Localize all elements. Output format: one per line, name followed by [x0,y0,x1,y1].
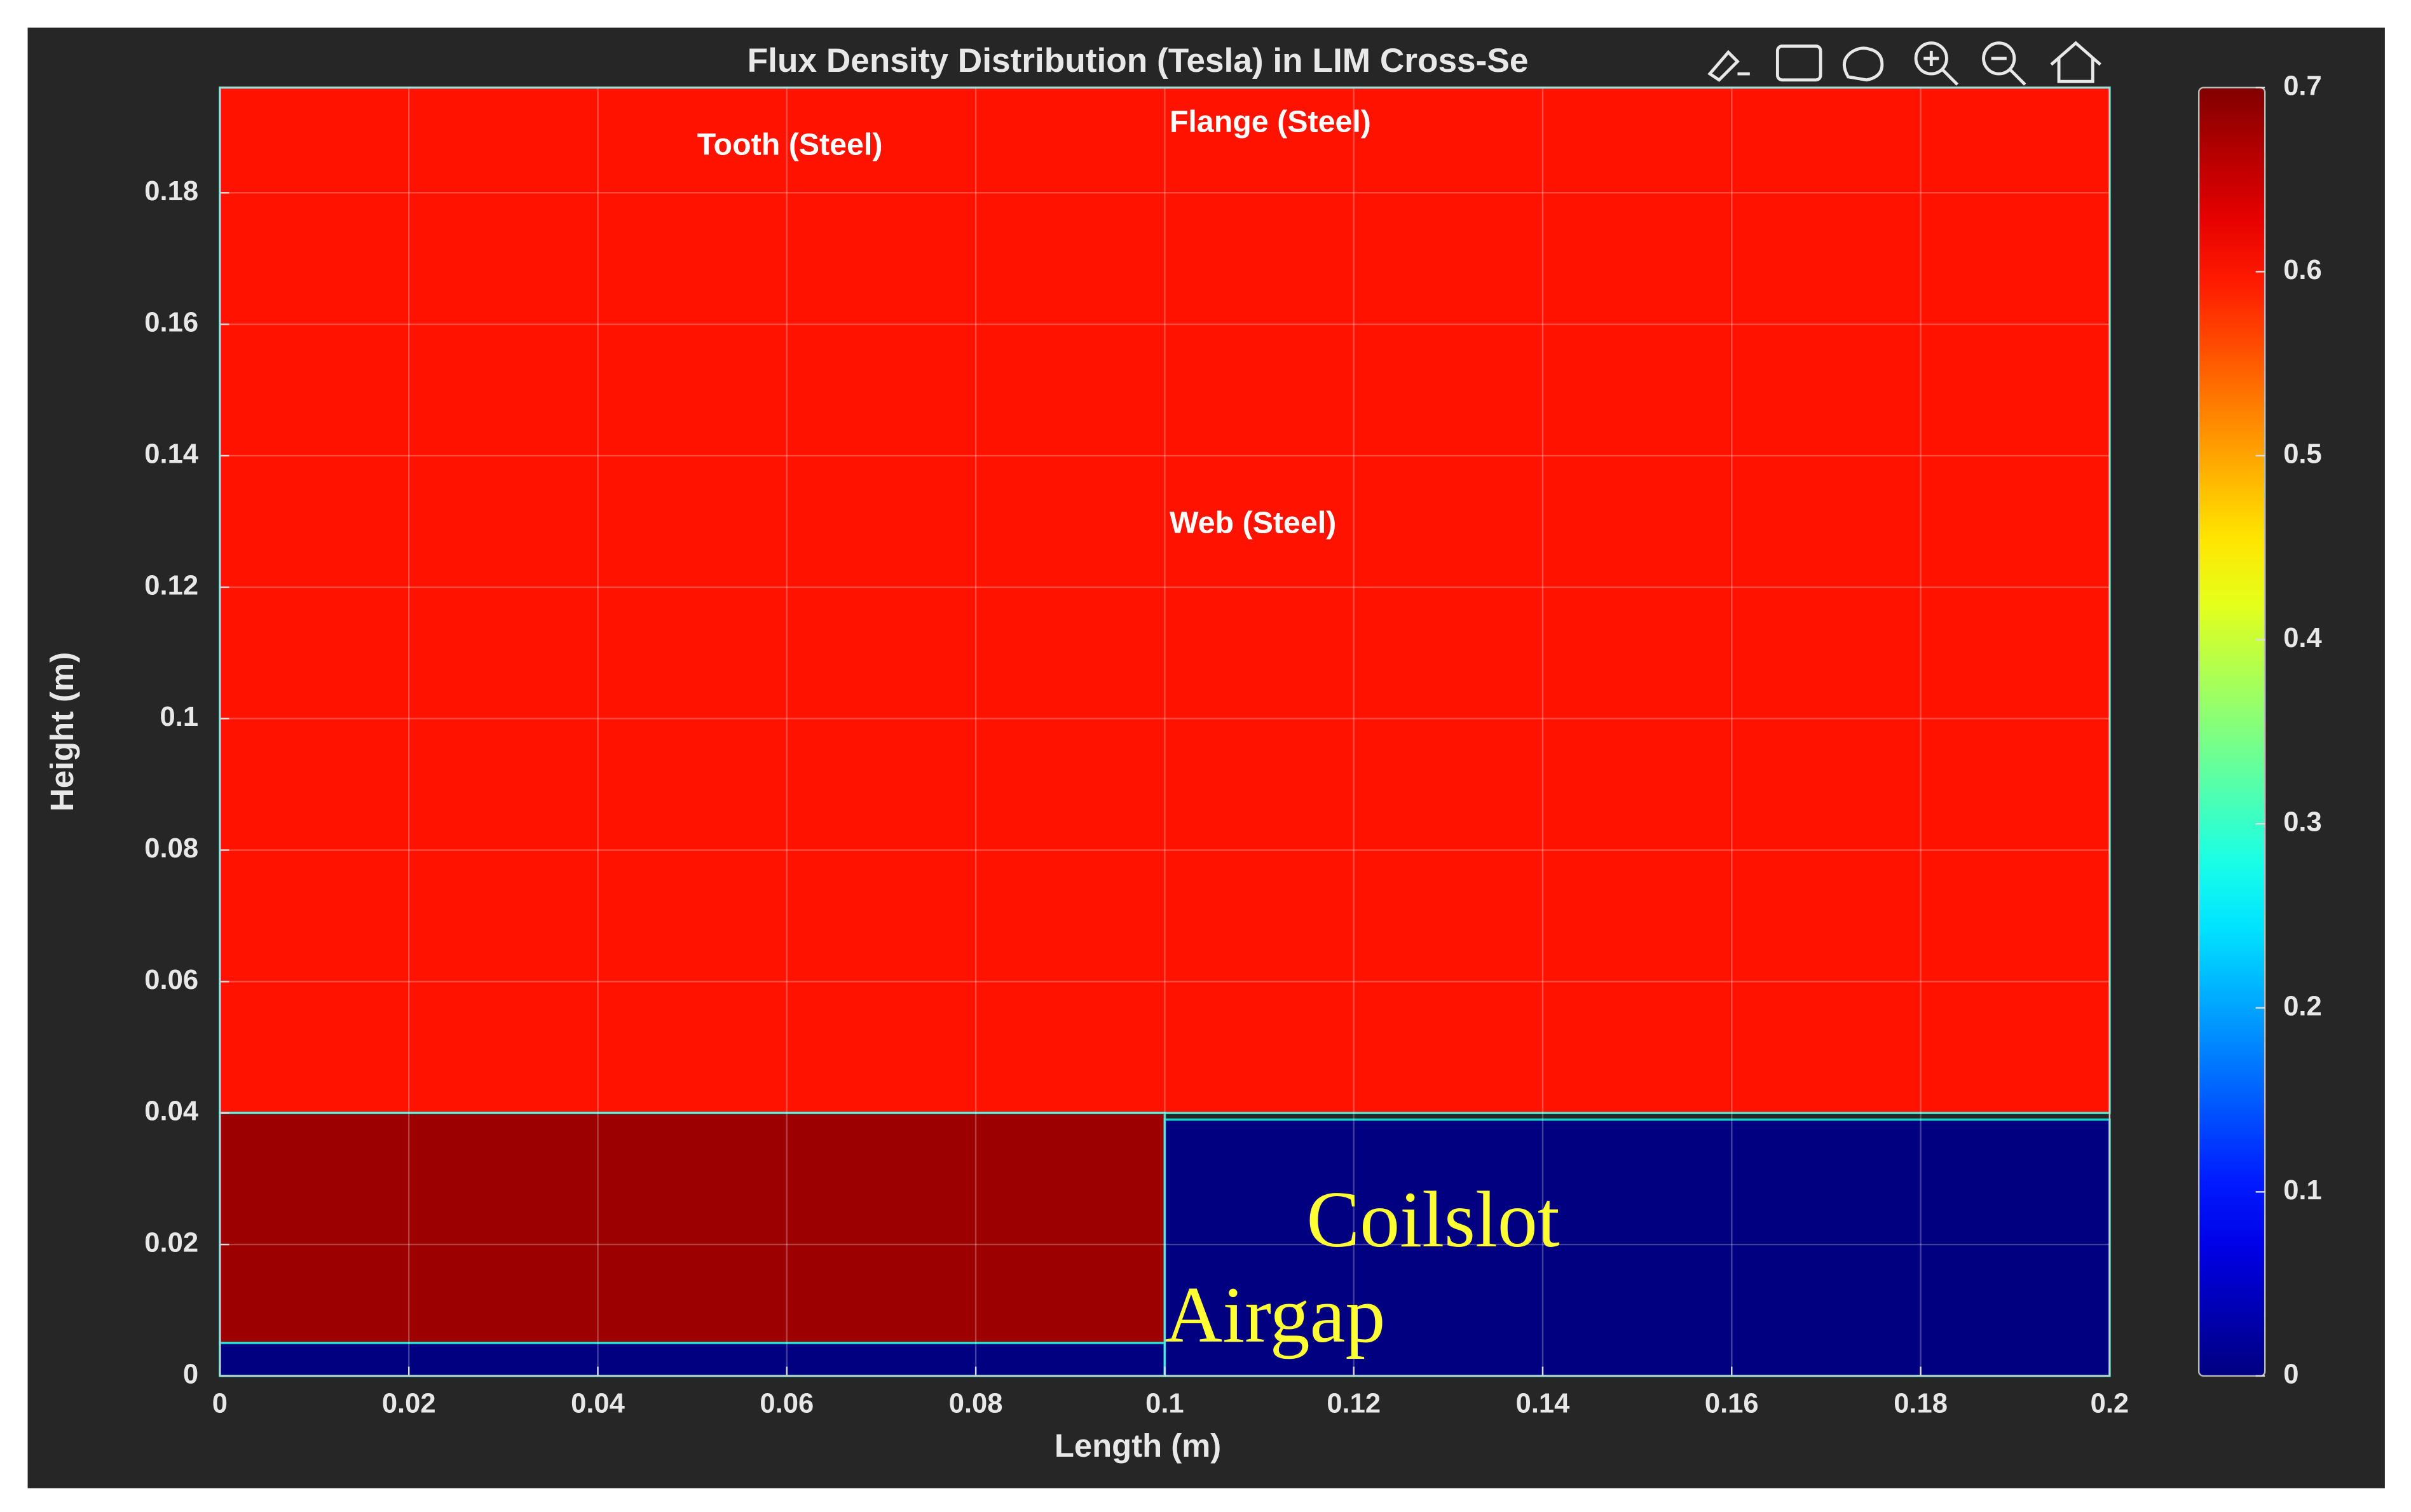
x-tick-label: 0.02 [382,1388,436,1419]
y-tick-label: 0.1 [160,702,199,732]
colorbar-tick-label: 0.4 [2283,623,2322,653]
heat-region [219,1112,1166,1345]
x-tick-label: 0.14 [1516,1388,1570,1419]
toolbar-icon[interactable] [1982,41,2016,76]
heat-region [219,1342,1166,1377]
x-tick-label: 0 [212,1388,228,1419]
plot-frame [219,86,2111,1377]
y-axis-label: Height (m) [44,652,80,812]
chart-title: Flux Density Distribution (Tesla) in LIM… [748,42,1529,79]
toolbar-icon[interactable] [1707,50,1750,82]
x-tick-label: 0.12 [1327,1388,1381,1419]
toolbar-icon[interactable] [1991,57,2026,86]
y-tick-label: 0.18 [144,176,198,207]
y-tick-label: 0.06 [144,965,198,995]
colorbar-tick-label: 0.5 [2283,439,2322,470]
heat-region [1163,1118,2111,1377]
y-tick-label: 0 [183,1359,198,1389]
toolbar-icon[interactable] [1923,50,1959,86]
region-label: Tooth (Steel) [697,128,883,162]
y-tick-label: 0.12 [144,570,198,601]
colorbar-tick-label: 0.1 [2283,1175,2322,1206]
colorbar [2197,86,2266,1377]
toolbar[interactable] [1707,41,2101,86]
region-label: Web (Steel) [1170,505,1336,540]
x-tick-label: 0.16 [1705,1388,1759,1419]
y-tick-label: 0.16 [144,308,198,338]
colorbar-tick-label: 0.6 [2283,255,2322,285]
region-callout: Airgap [1165,1271,1385,1359]
toolbar-icon[interactable] [1775,44,1822,82]
y-tick-label: 0.14 [144,439,198,470]
x-tick-label: 0.2 [2091,1388,2129,1419]
x-tick-label: 0.08 [949,1388,1003,1419]
y-tick-label: 0.02 [144,1228,198,1258]
y-tick-label: 0.04 [144,1096,198,1127]
toolbar-icon[interactable] [2050,41,2101,83]
x-axis-label: Length (m) [1055,1427,1221,1464]
colorbar-tick-label: 0.7 [2283,71,2322,101]
x-tick-label: 0.1 [1145,1388,1184,1419]
colorbar-tick-label: 0.2 [2283,991,2322,1021]
y-tick-label: 0.08 [144,833,198,864]
heat-region [219,86,2111,1115]
x-tick-label: 0.18 [1894,1388,1948,1419]
x-tick-label: 0.04 [571,1388,625,1419]
region-callout: Coilslot [1306,1176,1559,1264]
x-tick-label: 0.06 [760,1388,814,1419]
region-label: Flange (Steel) [1170,105,1371,139]
toolbar-icon[interactable] [1843,46,1884,82]
colorbar-tick-label: 0.3 [2283,807,2322,838]
colorbar-tick-label: 0 [2283,1359,2298,1389]
toolbar-icon[interactable] [1914,41,1948,76]
